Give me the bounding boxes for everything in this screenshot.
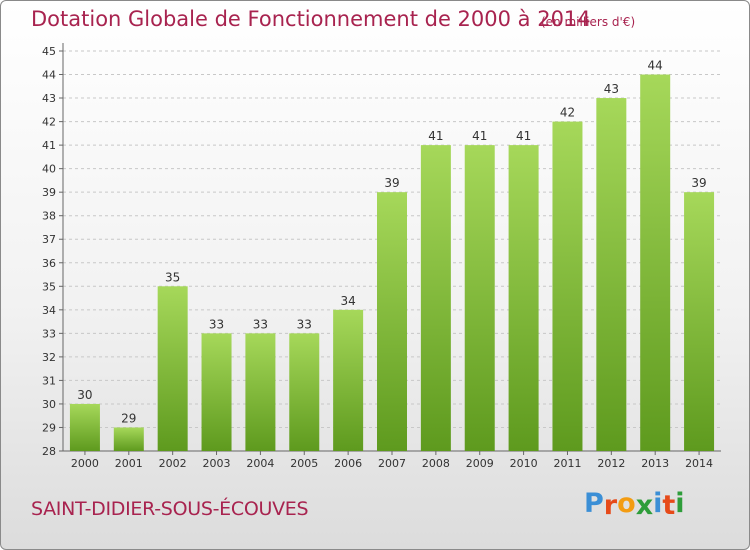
bar-2002: [157, 286, 188, 451]
data-label-2007: 39: [384, 176, 399, 190]
x-tick-label-2013: 2013: [641, 457, 669, 470]
x-tick-label-2002: 2002: [159, 457, 187, 470]
y-tick-label: 28: [42, 445, 56, 458]
data-label-2000: 30: [77, 388, 92, 402]
x-tick-label-2011: 2011: [553, 457, 581, 470]
x-tick-labels: 2000 2001 2002 2003 2004 2005 2006 2007 2008 2009…: [71, 457, 713, 470]
x-tick-label-2000: 2000: [71, 457, 99, 470]
data-label-2008: 41: [428, 129, 443, 143]
data-label-2004: 33: [253, 317, 268, 331]
bar-2013: [640, 74, 671, 451]
y-tick-label: 29: [42, 421, 56, 434]
y-tick-label: 32: [42, 351, 56, 364]
y-tick-label: 41: [42, 139, 56, 152]
bar-2006: [333, 309, 364, 451]
data-label-2006: 34: [340, 294, 355, 308]
bar-2012: [596, 98, 627, 451]
x-tick-label-2010: 2010: [510, 457, 538, 470]
y-tick-label: 40: [42, 163, 56, 176]
data-label-2003: 33: [209, 317, 224, 331]
bar-2001: [113, 427, 144, 451]
bar-2007: [377, 192, 407, 452]
bar-2003: [201, 333, 232, 451]
logo-letter: o: [617, 488, 636, 519]
bar-2004: [245, 333, 276, 451]
y-tick-label: 33: [42, 327, 56, 340]
x-tick-label-2009: 2009: [466, 457, 494, 470]
data-label-2013: 44: [648, 59, 663, 73]
y-tick-label: 30: [42, 398, 56, 411]
bar-2005: [289, 333, 320, 451]
bar-2009: [464, 145, 495, 451]
x-tick-label-2012: 2012: [597, 457, 625, 470]
y-tick-label: 44: [42, 69, 56, 82]
x-tick-label-2014: 2014: [685, 457, 713, 470]
logo-letter: t: [662, 490, 676, 521]
y-tick-label: 36: [42, 257, 56, 270]
x-tick-label-2003: 2003: [203, 457, 231, 470]
y-tick-label: 34: [42, 304, 56, 317]
y-tick-label: 38: [42, 210, 56, 223]
bar-2011: [552, 121, 583, 452]
y-tick-label: 39: [42, 186, 56, 199]
y-tick-label: 35: [42, 280, 56, 293]
logo-letter: P: [584, 488, 604, 519]
y-tick-label: 31: [42, 374, 56, 387]
data-label-2012: 43: [604, 82, 619, 96]
y-tick-label: 43: [42, 92, 56, 105]
bar-2010: [508, 145, 539, 451]
data-label-2011: 42: [560, 106, 575, 120]
data-label-2005: 33: [297, 317, 312, 331]
data-label-2002: 35: [165, 270, 180, 284]
x-tick-label-2007: 2007: [378, 457, 406, 470]
logo-letter: i: [675, 488, 685, 519]
data-label-2001: 29: [121, 411, 136, 425]
x-tick-label-2006: 2006: [334, 457, 362, 470]
logo-letter: i: [653, 488, 663, 519]
data-labels: 30 29 35 33 33 33 34 39 41 41 41 42 43 44 39: [77, 59, 706, 426]
data-label-2009: 41: [472, 129, 487, 143]
bar-2008: [420, 145, 451, 451]
bars: [69, 74, 715, 452]
data-label-2014: 39: [691, 176, 706, 190]
logo-letter: r: [603, 490, 618, 521]
y-tick-label: 42: [42, 116, 56, 129]
logo-letter: x: [635, 490, 654, 521]
commune-name: SAINT-DIDIER-SOUS-ÉCOUVES: [31, 498, 309, 520]
x-tick-label-2004: 2004: [246, 457, 274, 470]
x-tick-label-2001: 2001: [115, 457, 143, 470]
bar-2000: [69, 403, 100, 451]
y-tick-labels: 28 29 30 31 32 33 34 35 36 37 38 39 40 41 42 43 44 45: [42, 45, 56, 458]
x-tick-label-2005: 2005: [290, 457, 318, 470]
bar-2014: [684, 192, 715, 452]
y-tick-label: 45: [42, 45, 56, 58]
data-label-2010: 41: [516, 129, 531, 143]
chart-title: Dotation Globale de Fonctionnement de 20…: [31, 7, 591, 31]
y-tick-label: 37: [42, 233, 56, 246]
x-tick-label-2008: 2008: [422, 457, 450, 470]
chart-unit: (en milliers d'€): [541, 15, 636, 29]
proxiti-logo: Proxiti: [584, 488, 685, 521]
